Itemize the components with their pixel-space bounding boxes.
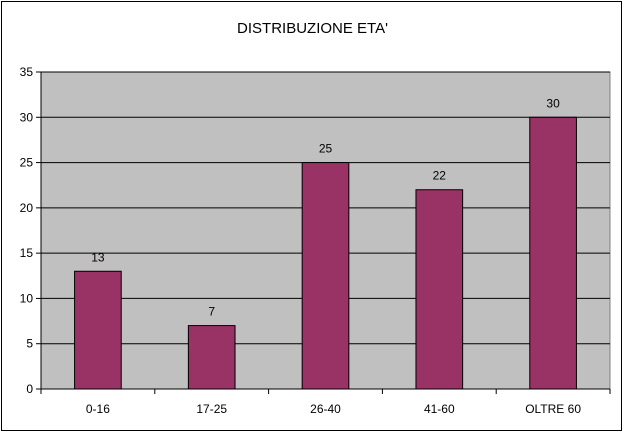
bar-41-60 <box>415 189 464 390</box>
bar-0-16 <box>74 270 122 390</box>
data-label: 7 <box>208 305 215 319</box>
y-tick-label: 20 <box>20 201 34 215</box>
y-tick-label: 5 <box>26 337 33 351</box>
data-label: 13 <box>91 250 105 264</box>
y-tick-label: 0 <box>26 382 33 396</box>
x-tick-label: 41-60 <box>424 402 455 416</box>
data-labels: 13 7 25 22 30 <box>91 96 560 318</box>
data-label: 30 <box>546 96 560 110</box>
data-label: 25 <box>319 142 333 156</box>
x-tick-label: 17-25 <box>196 402 227 416</box>
x-tick-label: 0-16 <box>86 402 110 416</box>
y-tick-label: 10 <box>20 291 34 305</box>
bar-oltre-60 <box>529 116 577 390</box>
x-tick-label: OLTRE 60 <box>525 402 581 416</box>
bar-17-25 <box>187 325 236 390</box>
chart-title: DISTRIBUZIONE ETA' <box>237 20 388 37</box>
y-axis-ticks: 0 5 10 15 20 25 30 35 <box>20 65 41 396</box>
bar-26-40 <box>301 162 350 390</box>
data-label: 22 <box>433 169 447 183</box>
y-tick-label: 35 <box>20 65 34 79</box>
axes <box>40 72 610 394</box>
x-tick-label: 26-40 <box>310 402 341 416</box>
y-tick-label: 30 <box>20 110 34 124</box>
y-tick-label: 25 <box>20 156 34 170</box>
x-axis-ticks: 0-16 17-25 26-40 41-60 OLTRE 60 <box>86 389 611 416</box>
y-tick-label: 15 <box>20 246 34 260</box>
